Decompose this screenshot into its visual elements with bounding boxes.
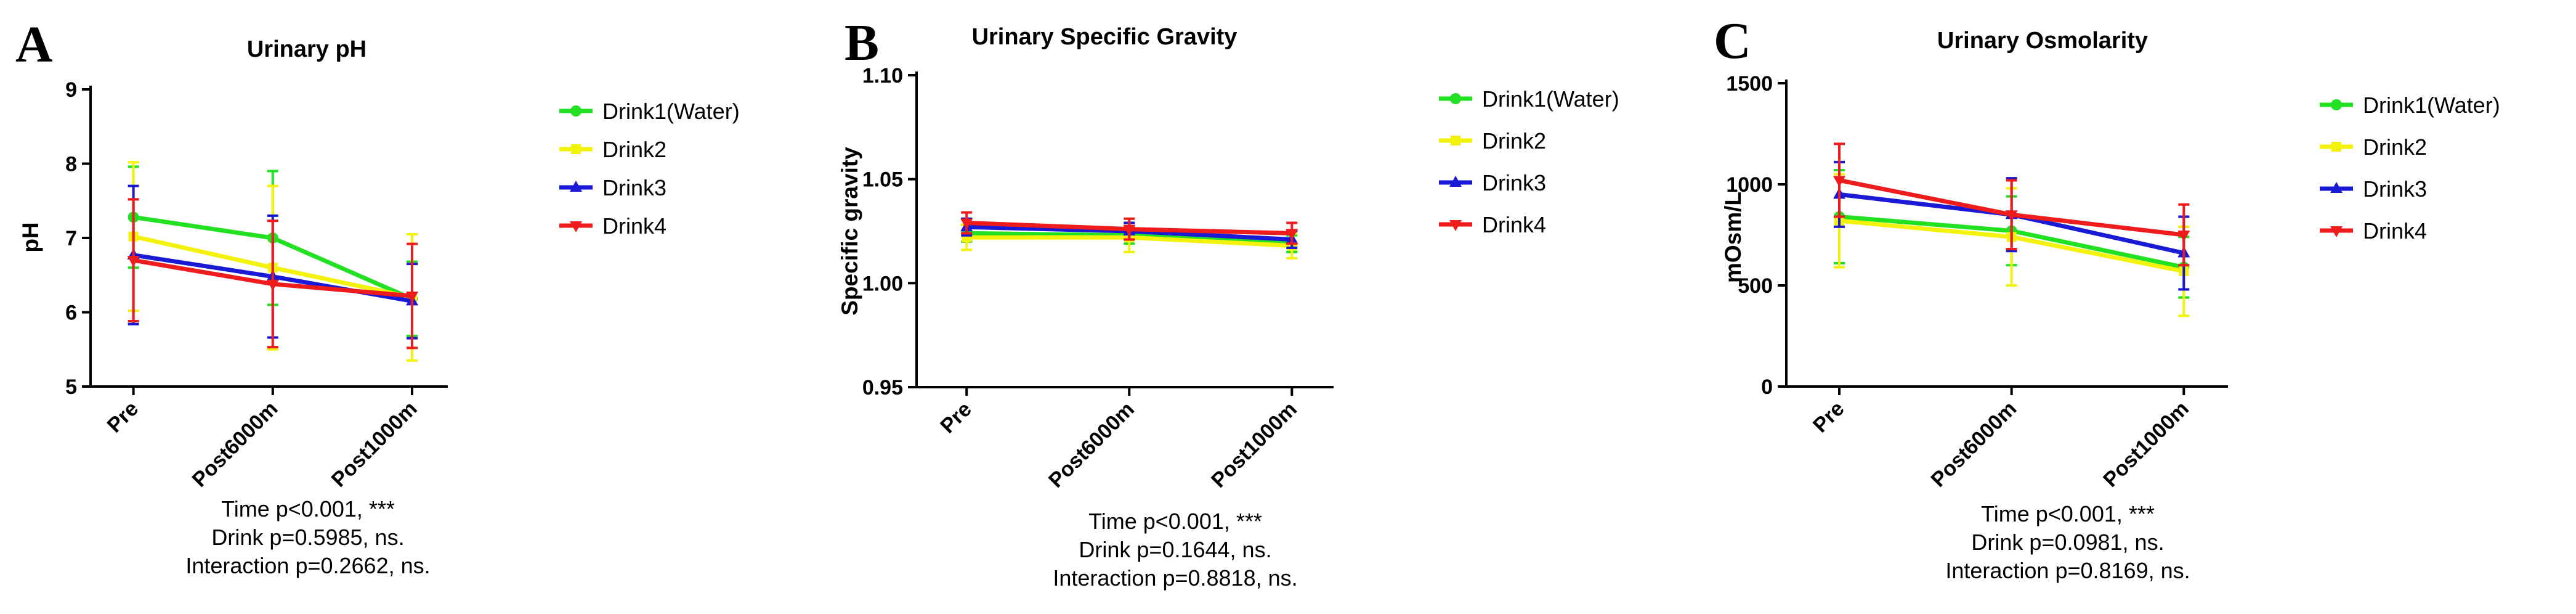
data-point: [266, 279, 279, 291]
y-tick-label: 6: [65, 301, 77, 325]
legend-swatch-marker: [571, 144, 581, 154]
chart-title: Urinary pH: [247, 36, 367, 62]
legend-item: Drink1(Water): [559, 99, 740, 124]
legend-label: Drink3: [1482, 170, 1546, 195]
legend-label: Drink3: [2363, 176, 2427, 202]
legend-swatch-marker: [2331, 99, 2342, 110]
legend-label: Drink2: [602, 137, 666, 162]
stats-annotation: Time p<0.001, ***: [1088, 509, 1262, 534]
legend-item: Drink2: [1439, 128, 1546, 154]
panel-letter: A: [15, 16, 53, 73]
y-tick-label: 1.10: [862, 64, 903, 88]
stats-annotation: Interaction p=0.8169, ns.: [1945, 558, 2190, 583]
stats-annotation: Time p<0.001, ***: [1981, 501, 2155, 526]
data-point: [127, 256, 140, 268]
data-point: [1123, 224, 1136, 236]
legend-item: Drink3: [2320, 176, 2427, 202]
legend-swatch-marker: [1449, 176, 1462, 187]
stats-annotation: Interaction p=0.8818, ns.: [1053, 565, 1297, 591]
legend-label: Drink2: [2363, 134, 2427, 160]
x-tick-label: Pre: [103, 397, 144, 438]
chart-title: Urinary Osmolarity: [1937, 28, 2148, 54]
x-tick-label: Pre: [1808, 397, 1849, 438]
legend-swatch-marker: [570, 221, 582, 232]
legend-item: Drink2: [559, 137, 666, 162]
stats-annotation: Time p<0.001, ***: [221, 496, 395, 522]
y-axis-label: Specific gravity: [837, 147, 862, 316]
legend-swatch-marker: [2330, 182, 2343, 193]
legend-item: Drink3: [1439, 170, 1546, 195]
panel-a-urinary-ph-chart: A Urinary pH pH 5 6 7 8 9 Pre Post6000m Post1000m D…: [15, 16, 740, 578]
x-tick-label: Post6000m: [1926, 397, 2021, 492]
stats-annotation: Drink p=0.0981, ns.: [1971, 530, 2164, 555]
x-tick-label: Pre: [936, 398, 976, 438]
y-tick-label: 1.00: [862, 272, 903, 295]
panel-c-osmolarity-chart: C Urinary Osmolarity mOsm/L 0 500 1000 1500 Pre…: [1714, 12, 2500, 583]
legend-item: Drink4: [1439, 212, 1546, 237]
legend-swatch-marker: [2330, 226, 2343, 237]
stats-annotation: Interaction p=0.2662, ns.: [185, 553, 430, 578]
legend-swatch-marker: [570, 105, 581, 117]
legend-swatch-marker: [570, 181, 582, 192]
series-drink4: [1833, 142, 2190, 267]
y-tick-label: 1.05: [862, 168, 903, 192]
data-point: [406, 291, 418, 303]
y-tick-label: 5: [65, 375, 77, 399]
legend-item: Drink3: [559, 175, 666, 200]
data-point: [1833, 176, 1846, 187]
y-tick-label: 1000: [1726, 173, 1773, 197]
y-tick-label: 1500: [1726, 72, 1773, 96]
legend-label: Drink4: [1482, 212, 1546, 237]
stats-annotation: Drink p=0.1644, ns.: [1079, 537, 1271, 562]
legend-label: Drink3: [602, 175, 666, 200]
legend-label: Drink1(Water): [2363, 92, 2500, 118]
legend-item: Drink2: [2320, 134, 2427, 160]
stats-annotation: Drink p=0.5985, ns.: [211, 525, 404, 550]
y-tick-label: 500: [1738, 274, 1773, 298]
data-point: [2177, 231, 2190, 242]
y-tick-label: 9: [65, 78, 77, 102]
panel-b-specific-gravity-chart: B Urinary Specific Gravity Specific gravit…: [837, 14, 1619, 591]
legend-swatch-marker: [1451, 136, 1460, 145]
y-axis-label: mOsm/L: [1720, 192, 1746, 283]
legend-label: Drink2: [1482, 128, 1546, 154]
legend-item: Drink4: [2320, 218, 2427, 244]
legend-item: Drink1(Water): [1439, 86, 1619, 112]
legend-item: Drink1(Water): [2320, 92, 2500, 118]
legend-label: Drink4: [602, 213, 666, 239]
y-tick-label: 7: [65, 227, 77, 250]
y-tick-label: 8: [65, 153, 77, 176]
legend-swatch-marker: [1449, 220, 1462, 231]
data-point: [1286, 229, 1298, 240]
panel-letter: B: [844, 14, 879, 72]
legend-item: Drink4: [559, 213, 666, 239]
chart-title: Urinary Specific Gravity: [972, 24, 1237, 50]
y-axis-label: pH: [18, 222, 43, 252]
x-tick-label: Post1000m: [327, 397, 422, 492]
data-point: [960, 218, 973, 230]
series-drink4: [960, 211, 1298, 245]
x-tick-label: Post6000m: [1044, 398, 1139, 493]
x-tick-label: Post1000m: [1207, 398, 1302, 493]
y-tick-label: 0: [1761, 375, 1773, 399]
legend-swatch-marker: [1450, 93, 1461, 104]
series-drink4: [127, 198, 418, 350]
data-point: [2005, 210, 2018, 222]
legend-label: Drink4: [2363, 218, 2427, 244]
legend-label: Drink1(Water): [602, 99, 740, 124]
x-tick-label: Post1000m: [2099, 397, 2193, 492]
x-tick-label: Post6000m: [188, 397, 283, 492]
panel-letter: C: [1714, 12, 1751, 70]
legend-label: Drink1(Water): [1482, 86, 1619, 112]
legend-swatch-marker: [2331, 142, 2341, 152]
y-tick-label: 0.95: [862, 376, 903, 399]
